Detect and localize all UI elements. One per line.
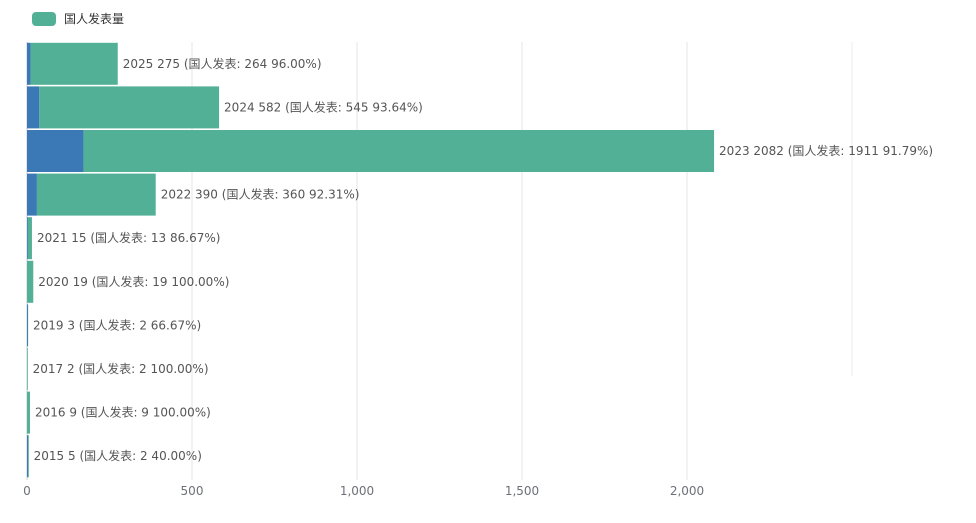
bar-guoren-2025	[30, 42, 118, 85]
x-tick-label-1500: 1,500	[505, 484, 539, 498]
data-label-2022: 2022 390 (国人发表: 360 92.31%)	[161, 187, 360, 202]
x-tick-label-2000: 2,000	[670, 484, 704, 498]
bar-guoren-2022	[36, 173, 156, 216]
bar-guoren-2015	[27, 435, 29, 478]
data-label-2024: 2024 582 (国人发表: 545 93.64%)	[224, 99, 423, 114]
bar-guoren-2021	[27, 217, 32, 260]
bar-other-2024	[27, 86, 40, 129]
bar-guoren-2017	[27, 348, 28, 390]
legend[interactable]: 国人发表量	[32, 10, 124, 27]
legend-swatch	[32, 11, 56, 26]
bar-other-2023	[27, 130, 84, 172]
bar-guoren-2023	[83, 130, 715, 172]
legend-label: 国人发表量	[64, 12, 125, 26]
data-label-2023: 2023 2082 (国人发表: 1911 91.79%)	[719, 143, 933, 158]
x-tick-label-500: 500	[181, 484, 204, 498]
data-label-2025: 2025 275 (国人发表: 264 96.00%)	[123, 56, 322, 71]
bar-guoren-2016	[27, 391, 30, 434]
x-tick-label-0: 0	[23, 484, 31, 498]
bar-other-2022	[27, 173, 37, 216]
x-tick-label-1000: 1,000	[340, 484, 374, 498]
data-label-2016: 2016 9 (国人发表: 9 100.00%)	[35, 405, 211, 420]
bar-guoren-2024	[39, 86, 220, 129]
bar-other-2015	[27, 435, 28, 478]
data-label-2015: 2015 5 (国人发表: 2 40.00%)	[34, 448, 202, 463]
data-label-2019: 2019 3 (国人发表: 2 66.67%)	[33, 317, 201, 332]
data-label-2017: 2017 2 (国人发表: 2 100.00%)	[33, 361, 209, 376]
bar-other-2021	[27, 217, 28, 260]
bar-other-2025	[27, 42, 31, 85]
data-label-2021: 2021 15 (国人发表: 13 86.67%)	[37, 230, 221, 245]
data-label-2020: 2020 19 (国人发表: 19 100.00%)	[38, 274, 229, 289]
bar-guoren-2020	[27, 260, 34, 303]
bar-other-2019	[27, 304, 28, 347]
